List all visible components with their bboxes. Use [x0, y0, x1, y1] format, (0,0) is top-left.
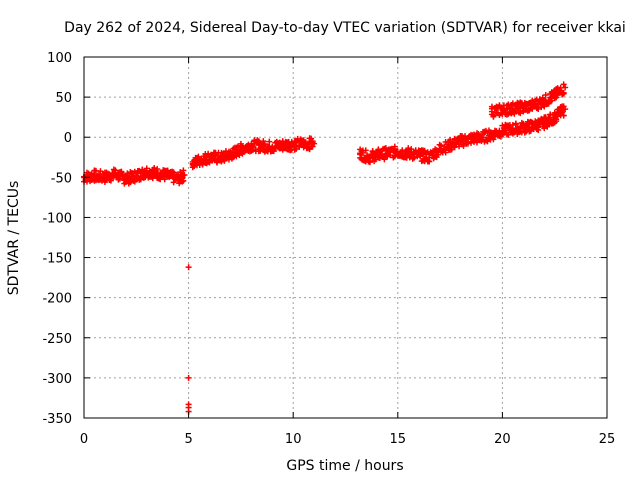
data-point — [139, 166, 146, 173]
data-point — [366, 159, 373, 166]
y-tick-label: -250 — [42, 332, 72, 347]
grid-lines — [84, 57, 607, 418]
y-tick-label: -350 — [42, 412, 72, 427]
y-tick-label: 50 — [55, 91, 72, 106]
y-tick-label: -200 — [42, 292, 72, 307]
data-point — [560, 89, 567, 96]
data-point — [180, 177, 187, 184]
data-point — [170, 179, 177, 186]
outlier-point — [185, 374, 192, 381]
data-point — [170, 169, 177, 176]
data-point — [559, 107, 566, 114]
y-tick-label: -300 — [42, 372, 72, 387]
data-point — [560, 112, 567, 119]
data-point — [545, 115, 552, 122]
data-point — [161, 176, 168, 183]
data-point — [560, 81, 567, 88]
data-point — [391, 143, 398, 150]
data-point — [309, 139, 316, 146]
x-tick-label: 10 — [285, 432, 302, 447]
y-tick-label: 0 — [64, 131, 72, 146]
data-point — [444, 141, 451, 148]
x-tick-label: 5 — [184, 432, 192, 447]
data-point — [97, 168, 104, 175]
outlier-point — [185, 264, 192, 271]
y-tick-label: 100 — [47, 51, 72, 66]
x-tick-label: 0 — [80, 432, 88, 447]
data-point — [180, 172, 187, 179]
data-point — [362, 147, 369, 154]
data-point — [154, 166, 161, 173]
axis-ticks: 0 5 10 15 20 25 100 50 0 -50 -100 -150 -200 -250 -300 -… — [42, 51, 615, 447]
data-point — [107, 177, 114, 184]
data-point — [512, 120, 519, 127]
data-point — [266, 138, 273, 145]
data-point — [560, 103, 567, 110]
data-point — [205, 150, 212, 157]
y-tick-label: -100 — [42, 211, 72, 226]
data-point — [426, 158, 433, 165]
data-point — [405, 145, 412, 152]
x-tick-label: 20 — [494, 432, 511, 447]
y-tick-label: -150 — [42, 252, 72, 267]
data-point — [468, 139, 475, 146]
plot-frame — [83, 56, 608, 419]
chart-title: Day 262 of 2024, Sidereal Day-to-day VTE… — [64, 20, 626, 36]
x-tick-label: 25 — [599, 432, 616, 447]
y-tick-label: -50 — [51, 171, 72, 186]
data-points — [81, 81, 569, 415]
data-point — [511, 110, 518, 117]
data-point — [542, 92, 549, 99]
x-axis-title: GPS time / hours — [286, 458, 403, 474]
x-tick-label: 15 — [390, 432, 407, 447]
y-axis-title: SDTVAR / TECUs — [6, 181, 22, 296]
data-point — [179, 178, 186, 185]
